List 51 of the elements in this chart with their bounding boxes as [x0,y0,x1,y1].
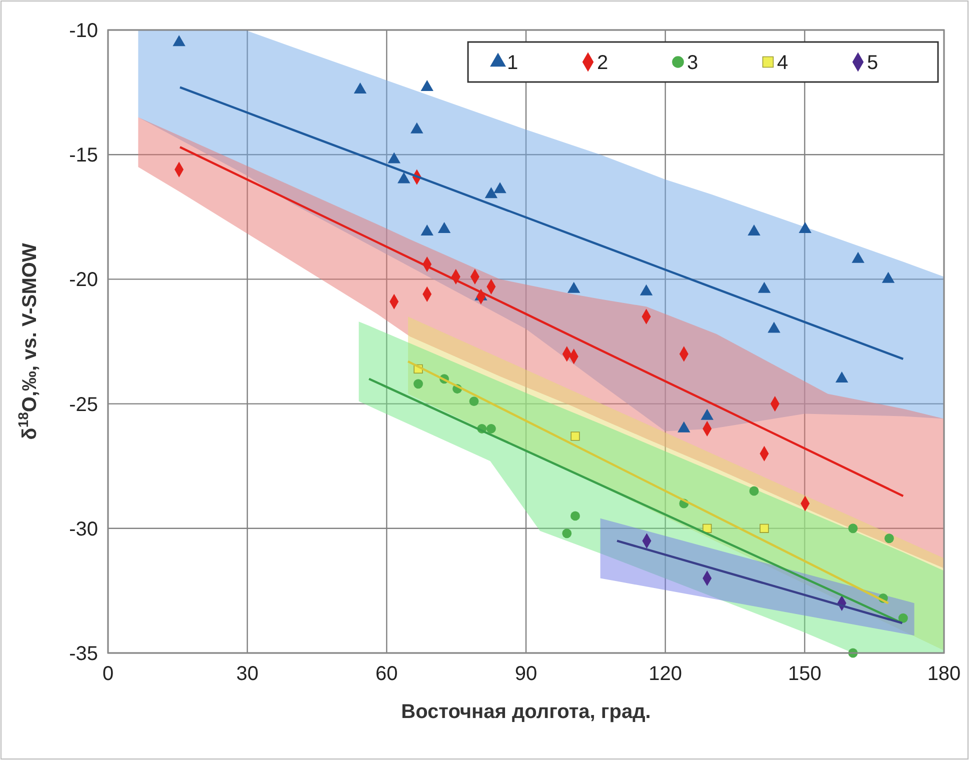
legend-label: 1 [507,52,518,74]
point [562,528,572,538]
point [494,182,506,194]
point [768,322,780,333]
x-tick-label: 30 [236,663,258,685]
point [640,284,653,296]
x-tick-label: 60 [376,663,398,685]
x-tick-label: 150 [788,663,822,685]
point [570,511,580,521]
y-tick-label: -10 [69,20,98,42]
line-series [178,86,904,360]
point [469,396,479,406]
point [567,282,580,293]
point [420,224,434,236]
point [388,152,400,164]
point [884,534,894,544]
point [414,379,423,389]
y-tick-label: -25 [69,394,98,416]
legend-label: 2 [597,52,608,74]
point [172,35,186,46]
x-tick-label: 180 [927,663,961,685]
point [798,222,812,234]
point [898,613,908,623]
y-tick-label: -15 [69,144,98,167]
y-tick-label: -30 [69,518,98,540]
point [570,432,580,441]
point [882,272,895,283]
point [410,122,424,134]
point [835,372,848,383]
point [397,172,410,184]
line-series [178,146,904,498]
y-tick-label: -35 [69,643,98,665]
point [420,80,434,91]
legend-label: 3 [687,52,698,74]
point [758,282,771,293]
x-tick-label: 0 [102,663,114,685]
x-axis-title: Восточная долгота, град. [401,701,651,723]
point [438,222,451,234]
point [748,224,760,236]
point [354,82,367,94]
point [848,524,858,534]
point [749,486,759,496]
legend-label: 5 [867,52,878,74]
x-tick-label: 90 [514,663,538,685]
x-tick-label: 120 [648,663,682,685]
point [760,524,769,533]
point [484,187,498,198]
legend-label: 4 [777,52,788,74]
y-tick-label: -20 [69,269,98,292]
point [486,424,496,434]
point [852,252,864,263]
